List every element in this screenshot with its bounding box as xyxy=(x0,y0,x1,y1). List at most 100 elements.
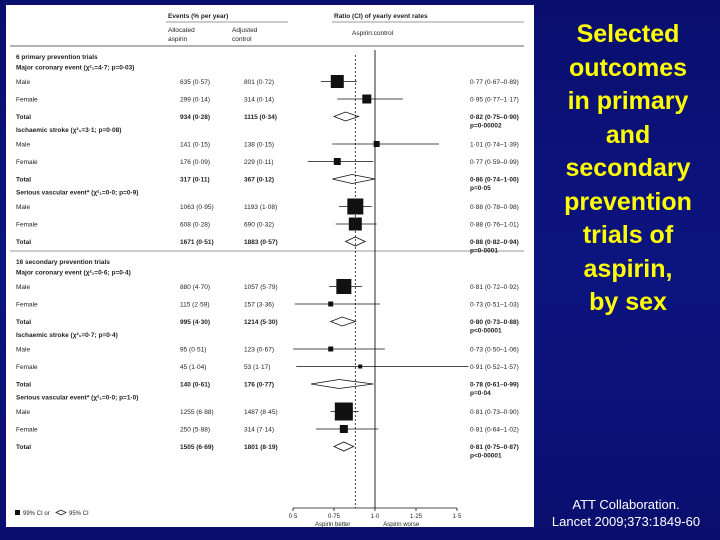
estimate-square xyxy=(330,75,344,88)
row-label: Male xyxy=(16,204,30,211)
forest-plot: Events (% per year) Allocated aspirin Adjus… xyxy=(10,13,524,527)
control-events: 229 (0·11) xyxy=(244,159,274,166)
p-value: p<0·00001 xyxy=(470,453,502,460)
estimate-square xyxy=(358,364,363,369)
ratio-ci: 0·78 (0·61–0·99) xyxy=(470,382,519,389)
control-events: 314 (0·14) xyxy=(244,97,274,104)
estimate-square xyxy=(328,301,334,307)
control-events: 314 (7·14) xyxy=(244,427,274,434)
slide-title-line: and xyxy=(605,120,651,149)
ratio-ci: 0·88 (0·78–0·98) xyxy=(470,204,519,211)
slide-title-line: outcomes xyxy=(568,53,688,82)
ratio-header: Ratio (CI) of yearly event rates xyxy=(334,13,428,20)
control-events: 138 (0·15) xyxy=(244,142,274,149)
control-events: 1214 (5·30) xyxy=(244,319,278,326)
outcome-label: Serious vascular event* (χ²₁=0·0; p=0·9) xyxy=(16,190,138,197)
slide-title-line: prevention xyxy=(564,187,692,216)
estimate-square xyxy=(347,198,364,215)
subtotal-diamond xyxy=(344,236,367,247)
slide-title-line: in primary xyxy=(567,87,689,115)
x-tick-label: 1·5 xyxy=(453,514,462,520)
aspirin-better-label: Aspirin better xyxy=(315,522,350,527)
ratio-ci: 0·77 (0·59–0·99) xyxy=(470,159,519,166)
ratio-ci: 0·82 (0·75–0·90) xyxy=(470,114,519,121)
row-label: Male xyxy=(16,142,30,149)
aspirin-events: 176 (0·09) xyxy=(180,159,210,166)
control-events: 1801 (8·19) xyxy=(244,444,278,451)
aspirin-events: 140 (0·61) xyxy=(180,382,210,389)
subtotal-diamond xyxy=(329,316,357,327)
ratio-ci: 0·80 (0·73–0·88) xyxy=(470,319,519,326)
p-value: p=0·04 xyxy=(470,390,491,397)
estimate-square xyxy=(333,158,341,165)
control-events: 157 (3·36) xyxy=(244,302,274,309)
control-events: 176 (0·77) xyxy=(244,382,274,389)
p-value: p=0·00002 xyxy=(470,123,502,130)
row-label: Female xyxy=(16,427,38,434)
aspirin-control-header: Aspirin:control xyxy=(352,30,394,37)
legend-diamond xyxy=(55,509,67,516)
control-events: 123 (0·67) xyxy=(244,347,274,354)
outcome-label: Major coronary event (χ²₁=4·7; p=0·03) xyxy=(16,65,134,72)
slide-title-line: aspirin, xyxy=(583,254,673,283)
citation: ATT Collaboration. Lancet 2009;373:1849-… xyxy=(540,496,712,530)
slide-title-line: by sex xyxy=(589,288,667,316)
section-label: 16 secondary prevention trials xyxy=(16,259,110,266)
row-label: Male xyxy=(16,409,30,416)
p-value: p=0·05 xyxy=(470,185,491,192)
estimate-square xyxy=(362,94,372,104)
subtotal-diamond xyxy=(332,174,376,184)
control-events: 1193 (1·08) xyxy=(244,204,277,211)
aspirin-events: 250 (5·88) xyxy=(180,427,210,434)
ratio-ci: 0·77 (0·67–0·89) xyxy=(470,79,519,86)
row-label: Total xyxy=(16,177,31,184)
row-label: Female xyxy=(16,97,38,104)
subtotal-diamond xyxy=(333,441,355,452)
events-header: Events (% per year) xyxy=(168,13,228,20)
control-events: 690 (0·32) xyxy=(244,222,274,229)
ratio-ci: 0·86 (0·74–1·00) xyxy=(470,177,519,184)
slide-title-line: secondary xyxy=(565,154,691,182)
estimate-square xyxy=(328,346,334,352)
slide-title-line: trials of xyxy=(582,221,674,249)
aspirin-events: 317 (0·11) xyxy=(180,177,210,184)
citation-line-1: ATT Collaboration. xyxy=(572,497,680,512)
row-label: Male xyxy=(16,284,30,291)
aspirin-events: 115 (2·59) xyxy=(180,302,210,309)
aspirin-events: 45 (1·04) xyxy=(180,364,206,371)
slide-title-line: Selected xyxy=(576,20,680,48)
legend-square xyxy=(15,510,20,515)
row-label: Male xyxy=(16,347,30,354)
adjusted-control-header: control xyxy=(232,36,252,43)
subtotal-diamond xyxy=(310,379,374,389)
forest-plot-panel: Events (% per year) Allocated aspirin Adjus… xyxy=(6,5,534,527)
estimate-square xyxy=(373,141,380,147)
ratio-ci: 0·88 (0·76–1·01) xyxy=(470,222,519,229)
adjusted-control-header: Adjusted xyxy=(232,27,258,34)
x-tick-label: 1·25 xyxy=(410,514,423,520)
aspirin-worse-label: Aspirin worse xyxy=(383,522,420,527)
ratio-ci: 0·81 (0·75–0·87) xyxy=(470,444,519,451)
row-label: Total xyxy=(16,382,31,389)
estimate-square xyxy=(339,425,348,433)
row-label: Total xyxy=(16,444,31,451)
outcome-label: Ischaemic stroke (χ²₁=3·1; p=0·08) xyxy=(16,127,121,134)
legend-ci99-label: 99% CI or xyxy=(23,511,50,517)
ratio-ci: 0·95 (0·77–1·17) xyxy=(470,97,519,104)
aspirin-events: 995 (4·30) xyxy=(180,319,210,326)
x-tick-label: 0·75 xyxy=(328,514,341,520)
row-label: Male xyxy=(16,79,30,86)
ratio-ci: 1·01 (0·74–1·39) xyxy=(470,142,519,149)
aspirin-events: 1505 (6·69) xyxy=(180,444,214,451)
aspirin-events: 880 (4·70) xyxy=(180,284,210,291)
ratio-ci: 0·73 (0·51–1·03) xyxy=(470,302,519,309)
ratio-ci: 0·81 (0·64–1·02) xyxy=(470,427,519,434)
aspirin-events: 1063 (0·95) xyxy=(180,204,214,211)
x-tick-label: 0·5 xyxy=(289,514,298,520)
control-events: 1487 (8·45) xyxy=(244,409,278,416)
control-events: 53 (1·17) xyxy=(244,364,270,371)
p-value: p<0·00001 xyxy=(470,328,502,335)
slide-title: Selected outcomes in primary and secondary pr… xyxy=(548,18,708,320)
aspirin-events: 299 (0·14) xyxy=(180,97,210,104)
row-label: Female xyxy=(16,364,38,371)
